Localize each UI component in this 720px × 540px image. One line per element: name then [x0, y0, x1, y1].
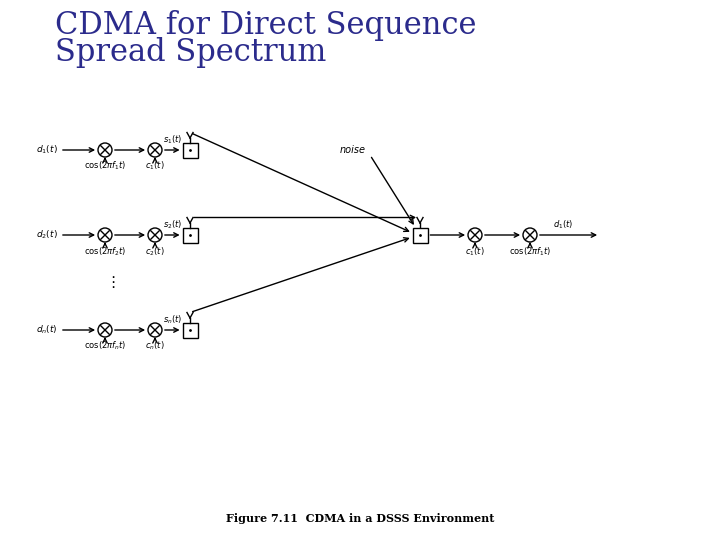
- Text: $d_1(t)$: $d_1(t)$: [553, 219, 574, 231]
- Bar: [182, 143, 197, 158]
- Text: Figure 7.11  CDMA in a DSSS Environment: Figure 7.11 CDMA in a DSSS Environment: [226, 512, 494, 523]
- Text: $\vdots$: $\vdots$: [105, 274, 115, 291]
- Text: $s_1(t)$: $s_1(t)$: [163, 133, 182, 146]
- Text: $c_1(t)$: $c_1(t)$: [145, 160, 165, 172]
- Text: $c_2(t)$: $c_2(t)$: [145, 245, 165, 258]
- Text: $\cos(2\pi f_1 t)$: $\cos(2\pi f_1 t)$: [509, 245, 552, 258]
- Text: $c_1(t)$: $c_1(t)$: [465, 245, 485, 258]
- Bar: [182, 227, 197, 242]
- Bar: [182, 322, 197, 338]
- Text: $\cos(2\pi f_1 t)$: $\cos(2\pi f_1 t)$: [84, 160, 126, 172]
- Text: $d_n(t)$: $d_n(t)$: [36, 324, 58, 336]
- Text: noise: noise: [340, 145, 366, 155]
- Text: Spread Spectrum: Spread Spectrum: [55, 37, 326, 68]
- Text: $s_n(t)$: $s_n(t)$: [163, 314, 182, 326]
- Text: $d_1(t)$: $d_1(t)$: [36, 144, 58, 156]
- Text: $d_2(t)$: $d_2(t)$: [36, 229, 58, 241]
- Text: $\cos(2\pi f_2 t)$: $\cos(2\pi f_2 t)$: [84, 245, 126, 258]
- Text: $s_2(t)$: $s_2(t)$: [163, 219, 182, 231]
- Text: CDMA for Direct Sequence: CDMA for Direct Sequence: [55, 10, 477, 41]
- Bar: [413, 227, 428, 242]
- Text: $c_n(t)$: $c_n(t)$: [145, 340, 165, 353]
- Text: $\cos(2\pi f_n t)$: $\cos(2\pi f_n t)$: [84, 340, 126, 353]
